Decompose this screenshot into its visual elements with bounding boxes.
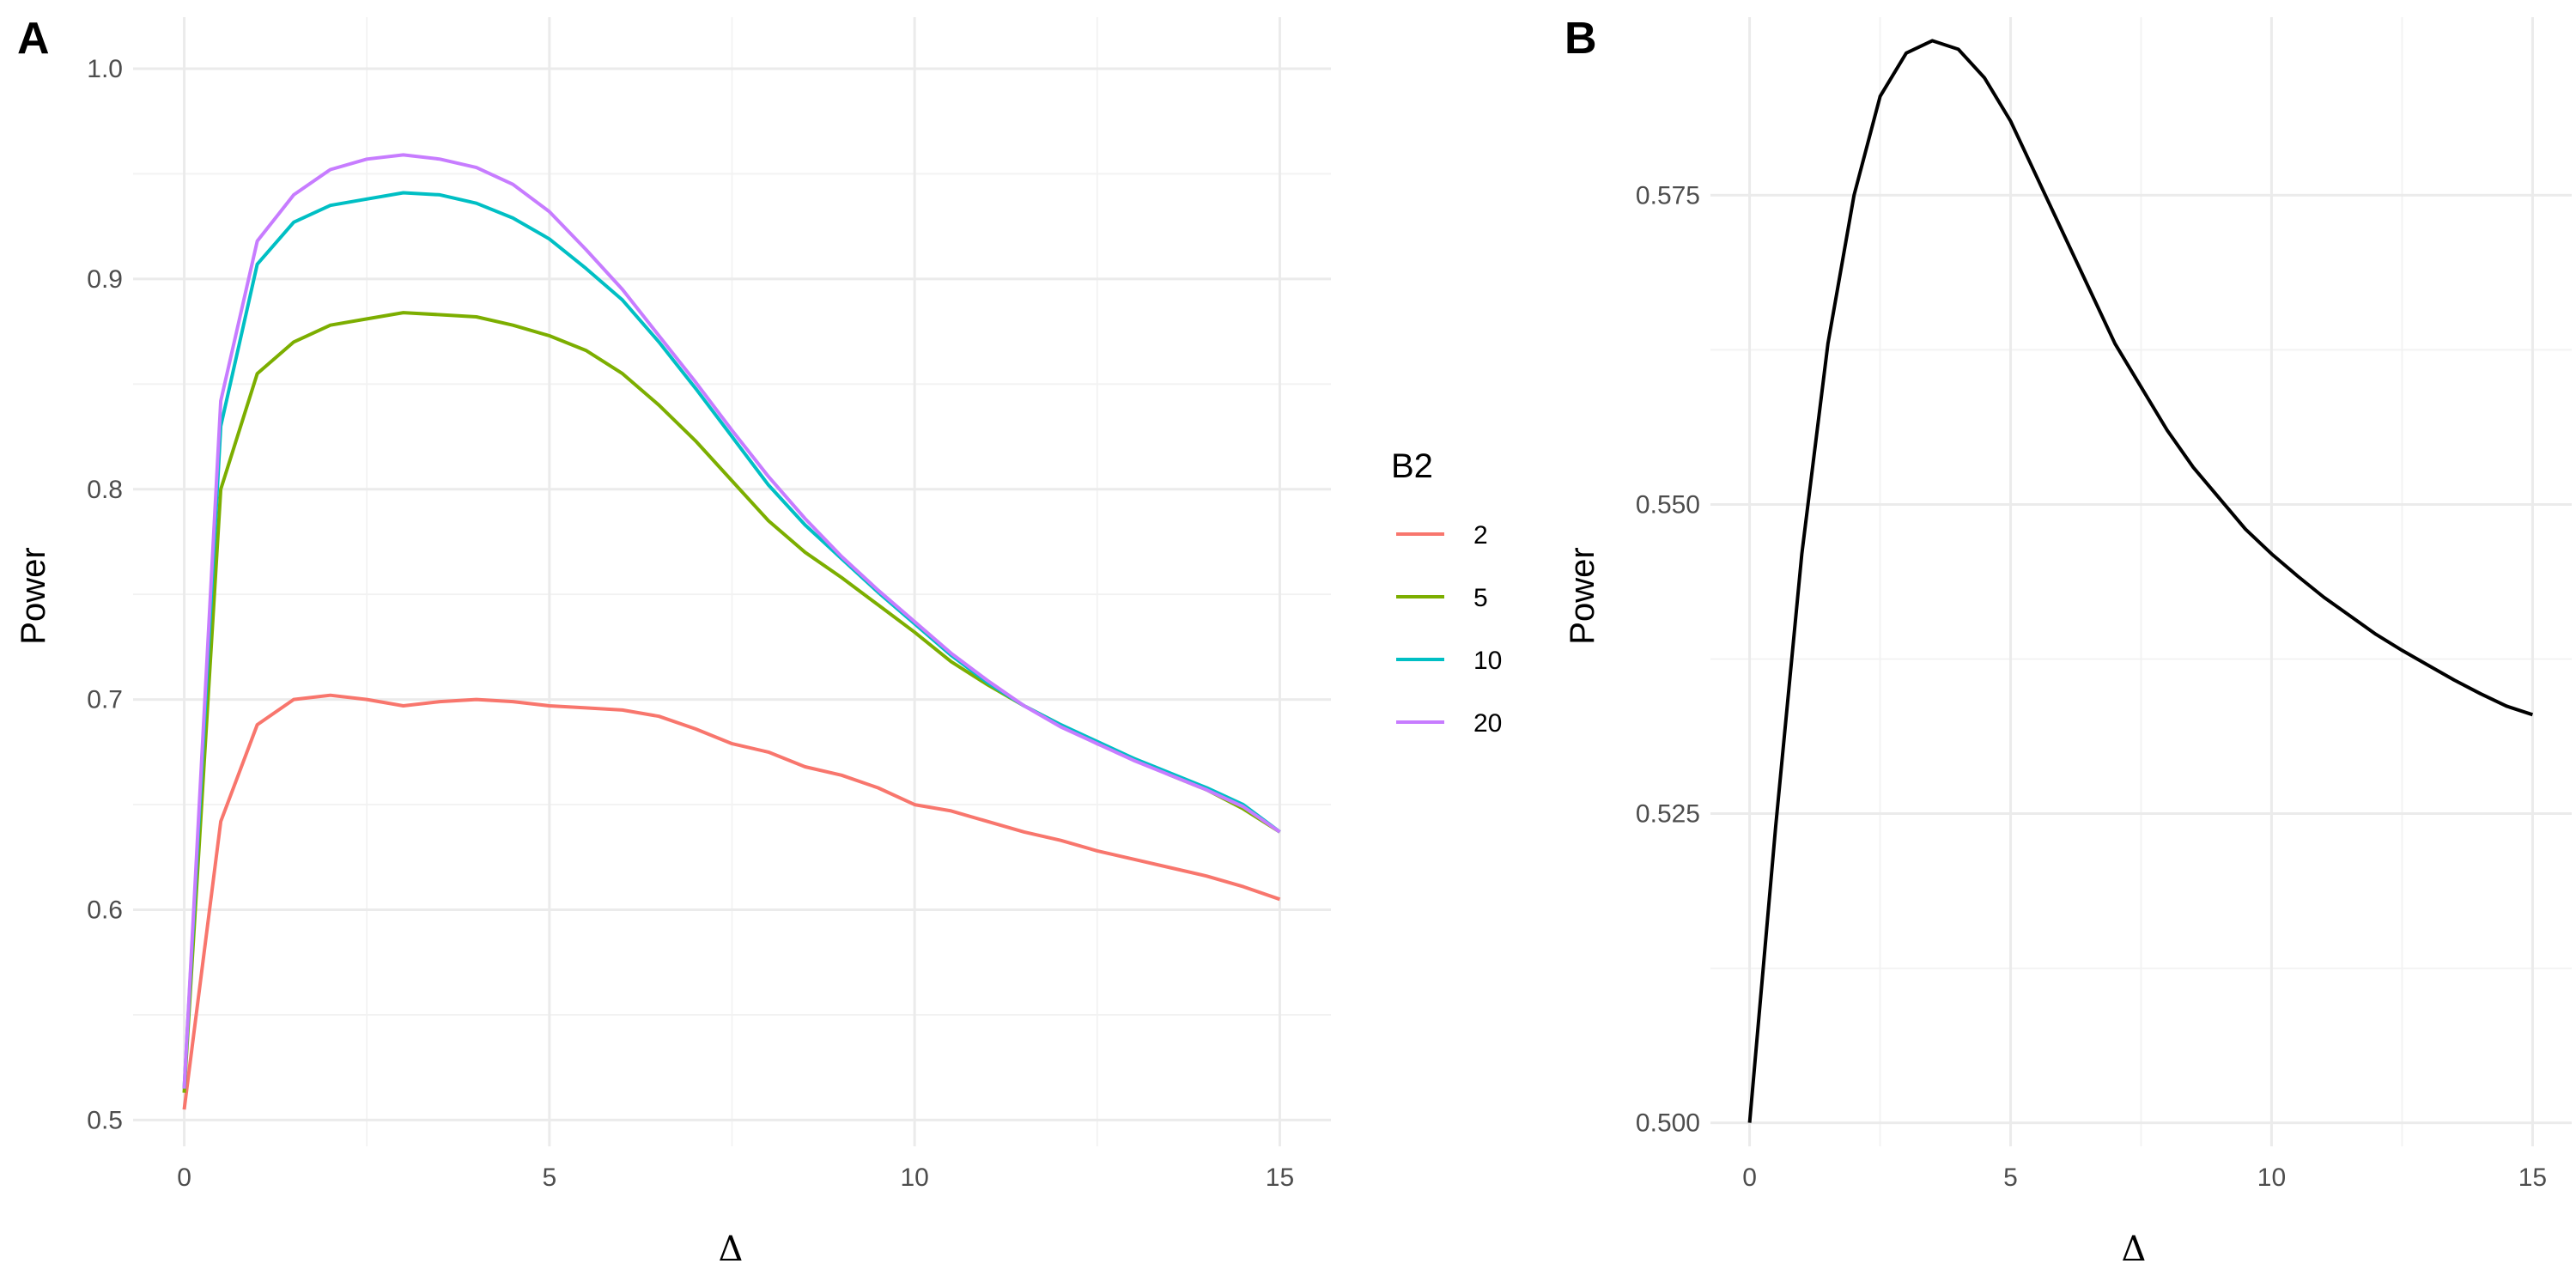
legend-label-5: 5: [1473, 584, 1488, 612]
y-tick-label: 0.5: [87, 1106, 123, 1134]
x-tick-label: 0: [1742, 1163, 1757, 1192]
legend-label-2: 2: [1473, 521, 1488, 550]
panel-a-y-axis-title: Power: [15, 547, 52, 644]
x-tick-label: 15: [2518, 1163, 2547, 1192]
panel-a-tag: A: [17, 14, 50, 64]
legend-label-10: 10: [1473, 647, 1502, 675]
y-tick-label: 0.9: [87, 265, 123, 294]
panel-a-chart: 0.5 0.6 0.7 0.8 0.9 1.0 0 5 10 15 A Δ Power: [15, 14, 1331, 1269]
x-tick-label: 10: [2257, 1163, 2286, 1192]
series-line-b2-2: [182, 693, 1281, 1110]
panel-a-series-lines: [182, 153, 1281, 1110]
panel-a-x-axis-title: Δ: [719, 1230, 744, 1269]
x-tick-label: 5: [543, 1163, 557, 1192]
panel-b-y-tick-labels: 0.500 0.525 0.550 0.575: [1636, 181, 1700, 1137]
y-tick-label: 1.0: [87, 55, 123, 83]
x-tick-label: 5: [2003, 1163, 2018, 1192]
series-line-b2-20: [182, 153, 1281, 1089]
x-tick-label: 0: [177, 1163, 191, 1192]
x-tick-label: 10: [900, 1163, 928, 1192]
panel-a-gridlines: [133, 17, 1331, 1146]
panel-b-series-lines: [1747, 39, 2534, 1123]
panel-a-y-tick-labels: 0.5 0.6 0.7 0.8 0.9 1.0: [87, 55, 123, 1134]
y-tick-label: 0.8: [87, 476, 123, 504]
panel-b-x-axis-title: Δ: [2122, 1230, 2147, 1269]
x-tick-label: 15: [1266, 1163, 1294, 1192]
panel-b-tag: B: [1564, 14, 1597, 64]
y-tick-label: 0.500: [1636, 1109, 1700, 1138]
panel-b-gridlines: [1710, 17, 2572, 1146]
legend-label-20: 20: [1473, 709, 1502, 738]
y-tick-label: 0.575: [1636, 181, 1700, 210]
power-curve-line: [1747, 39, 2534, 1123]
series-line-b2-10: [182, 191, 1281, 1089]
y-tick-label: 0.550: [1636, 490, 1700, 519]
legend: B2 2 5 10 20: [1391, 447, 1502, 738]
panel-b-x-tick-labels: 0 5 10 15: [1742, 1163, 2547, 1192]
panel-a-x-tick-labels: 0 5 10 15: [177, 1163, 1294, 1192]
y-tick-label: 0.525: [1636, 800, 1700, 829]
legend-title: B2: [1391, 447, 1433, 485]
y-tick-label: 0.6: [87, 896, 123, 925]
panel-b-y-axis-title: Power: [1564, 547, 1601, 644]
y-tick-label: 0.7: [87, 686, 123, 714]
legend-items: 2 5 10 20: [1396, 521, 1502, 738]
panel-b-chart: 0.500 0.525 0.550 0.575 0 5 10 15 B Δ Power: [1564, 14, 2572, 1269]
